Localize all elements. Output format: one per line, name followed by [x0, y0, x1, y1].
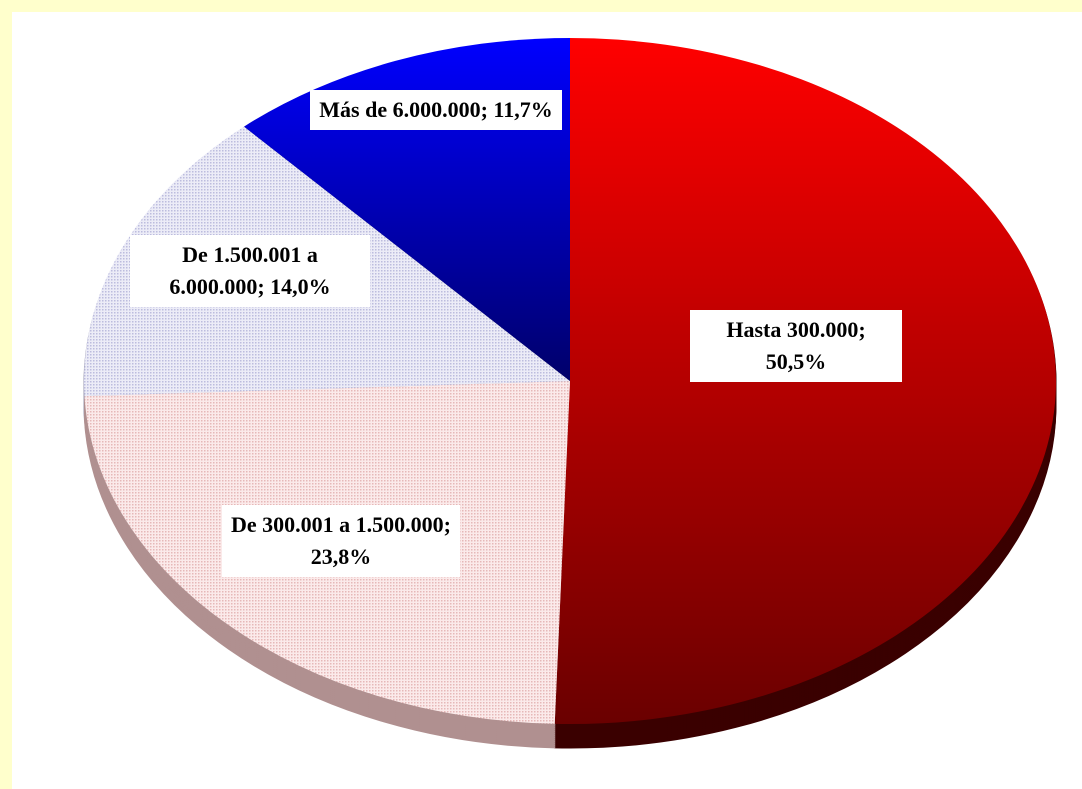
value-label: 14,0% [270, 274, 331, 299]
category-name: De 1.500.001 a 6.000.000 [169, 242, 324, 299]
data-label: Hasta 300.000; 50,5% [690, 310, 902, 382]
label-separator: ; [858, 317, 872, 342]
category-name: Más de 6.000.000 [319, 97, 481, 122]
value-label: 23,8% [310, 544, 372, 569]
label-separator: ; [257, 274, 271, 299]
data-label: De 300.001 a 1.500.000; 23,8% [222, 505, 460, 577]
category-name: Hasta 300.000 [726, 317, 859, 342]
label-separator: ; [443, 512, 457, 537]
data-label: Más de 6.000.000; 11,7% [310, 90, 562, 130]
label-separator: ; [480, 97, 494, 122]
value-label: 11,7% [493, 97, 553, 122]
value-label: 50,5% [765, 349, 827, 374]
data-label: De 1.500.001 a 6.000.000; 14,0% [130, 235, 370, 307]
category-name: De 300.001 a 1.500.000 [231, 512, 444, 537]
